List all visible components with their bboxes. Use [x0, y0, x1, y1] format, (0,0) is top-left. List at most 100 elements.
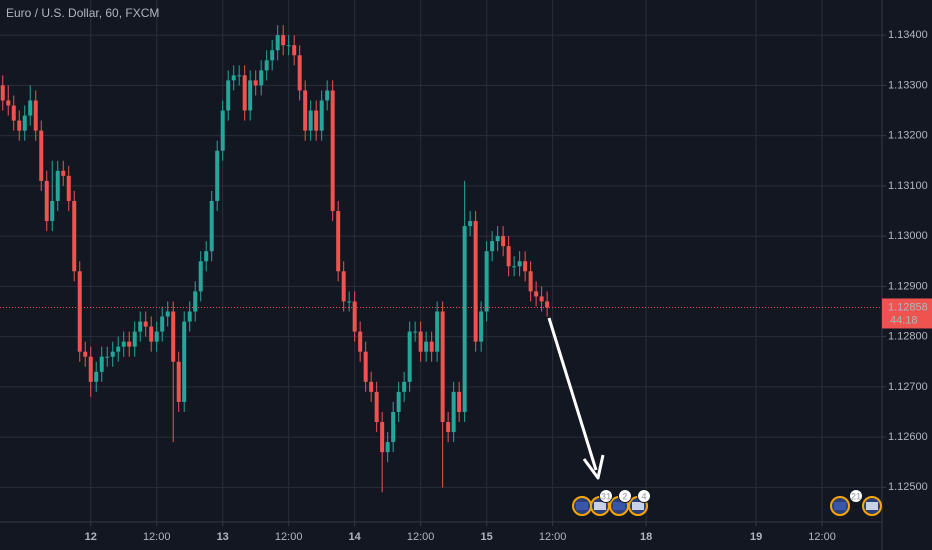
candle-body — [88, 356, 93, 382]
x-tick-label: 12:00 — [407, 531, 435, 543]
last-price-label: 1.12858 — [888, 301, 928, 313]
candle-body — [77, 271, 82, 352]
candle-body — [292, 45, 297, 56]
candle-body — [506, 246, 511, 267]
candle-body — [281, 35, 286, 46]
candle-body — [127, 341, 132, 347]
candle-body — [380, 422, 385, 453]
y-tick-label: 1.12900 — [888, 280, 928, 292]
candle-body — [325, 90, 330, 101]
x-tick-label: 18 — [640, 531, 652, 543]
candle-body — [336, 211, 341, 272]
candle-body — [50, 200, 55, 222]
candle-body — [534, 291, 539, 297]
candle-body — [132, 331, 137, 347]
candle-body — [468, 221, 473, 227]
candle-body — [363, 351, 368, 382]
x-tick-label: 12:00 — [275, 531, 303, 543]
event-badge — [849, 489, 863, 503]
annotations — [547, 317, 605, 480]
candle-body — [259, 70, 264, 86]
x-tick-label: 12:00 — [143, 531, 171, 543]
y-tick-label: 1.12600 — [888, 431, 928, 443]
y-tick-label: 1.13000 — [888, 230, 928, 242]
candles — [0, 25, 882, 493]
candle-body — [473, 221, 478, 342]
chart-title: Euro / U.S. Dollar, 60, FXCM — [6, 6, 159, 20]
candle-body — [462, 226, 467, 412]
candle-body — [418, 331, 423, 352]
event-flag — [576, 502, 588, 510]
event-flag — [834, 502, 846, 510]
candle-body — [33, 100, 38, 131]
candle-body — [440, 311, 445, 423]
candle-body — [303, 90, 308, 131]
event-badge-label: 2 — [622, 491, 627, 501]
candle-body — [429, 341, 434, 352]
arrow-shaft — [547, 317, 598, 471]
candle-body — [72, 200, 77, 272]
candle-body — [215, 150, 220, 201]
candle-body — [143, 321, 148, 327]
candle-body — [314, 110, 319, 131]
candle-body — [204, 251, 209, 262]
candle-body — [171, 311, 176, 362]
y-tick-label: 1.13300 — [888, 79, 928, 91]
candle-body — [341, 271, 346, 302]
candle-body — [330, 90, 335, 212]
candle-body — [352, 301, 357, 332]
event-flag — [632, 502, 644, 510]
candle-body — [44, 180, 49, 222]
candle-body — [149, 326, 154, 342]
candle-body — [374, 391, 379, 423]
candle-body — [484, 251, 489, 312]
candle-body — [402, 381, 407, 392]
candle-body — [347, 301, 352, 303]
candle-body — [116, 346, 121, 352]
candle-body — [39, 130, 44, 181]
candle-body — [424, 341, 429, 352]
candle-body — [248, 80, 253, 111]
candle-body — [391, 411, 396, 443]
candle-body — [435, 311, 440, 352]
candle-body — [17, 120, 22, 131]
candle-body — [237, 75, 242, 77]
candle-body — [138, 321, 143, 332]
candle-body — [6, 100, 11, 106]
candle-body — [198, 261, 203, 292]
event-flag — [613, 502, 625, 510]
y-tick-label: 1.12800 — [888, 331, 928, 343]
candle-body — [253, 80, 258, 86]
candle-body — [446, 422, 451, 433]
candle-body — [539, 296, 544, 302]
candle-body — [176, 361, 181, 402]
candle-body — [358, 331, 363, 352]
candle-body — [369, 381, 374, 392]
event-badge-label: 31 — [601, 491, 611, 501]
y-tick-label: 1.13200 — [888, 130, 928, 142]
candle-body — [28, 100, 33, 116]
x-tick-label: 13 — [217, 531, 229, 543]
candle-body — [319, 100, 324, 131]
candle-body — [220, 110, 225, 151]
candle-body — [308, 110, 313, 131]
candle-body — [286, 45, 291, 47]
x-tick-label: 12:00 — [808, 531, 836, 543]
last-price-box — [882, 298, 932, 329]
candle-body — [0, 85, 5, 101]
candle-body — [457, 391, 462, 412]
candle-body — [165, 311, 170, 317]
candle-body — [270, 50, 275, 61]
candle-body — [523, 261, 528, 272]
candle-body — [226, 80, 231, 111]
x-tick-label: 14 — [349, 531, 362, 543]
candle-body — [154, 331, 159, 342]
candle-body — [231, 75, 236, 81]
grid — [0, 0, 882, 522]
event-badge-label: 21 — [851, 491, 861, 501]
x-tick-label: 12 — [85, 531, 97, 543]
candle-body — [264, 60, 269, 71]
y-tick-label: 1.12700 — [888, 381, 928, 393]
candle-body — [501, 236, 506, 247]
y-tick-label: 1.13400 — [888, 29, 928, 41]
